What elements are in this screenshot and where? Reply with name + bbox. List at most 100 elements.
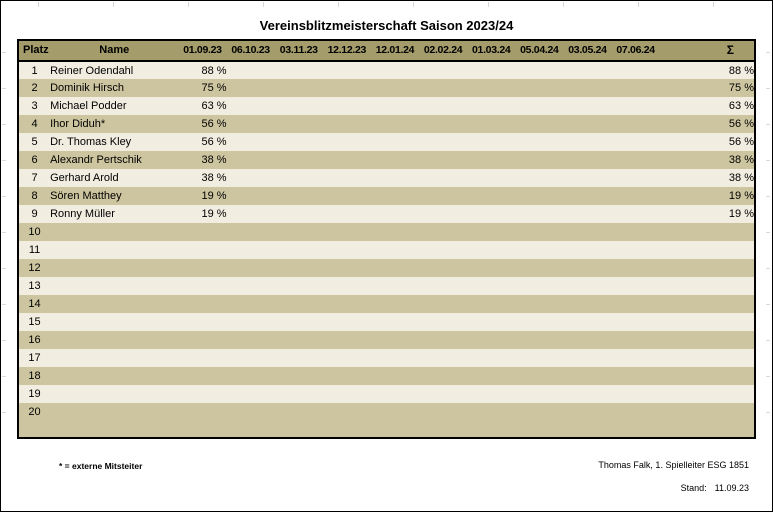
round-cell[interactable] (227, 295, 275, 313)
column-header-date-10[interactable]: 07.06.24 (611, 40, 660, 62)
round-cell[interactable] (323, 349, 371, 367)
round-cell[interactable] (612, 223, 660, 241)
round-cell[interactable] (612, 169, 660, 187)
round-cell[interactable] (419, 61, 467, 79)
sum-cell[interactable]: 75 % (728, 82, 754, 94)
round-cell[interactable] (419, 133, 467, 151)
sum-cell[interactable] (660, 331, 755, 349)
round-cell[interactable] (227, 367, 275, 385)
sum-cell[interactable]: 56 % (728, 118, 754, 130)
round-cell[interactable] (227, 385, 275, 403)
round-cell[interactable] (515, 97, 563, 115)
round-cell[interactable] (563, 223, 611, 241)
sum-cell[interactable] (660, 259, 755, 277)
platz-cell[interactable]: 13 (28, 280, 41, 292)
name-cell[interactable]: Alexandr Pertschik (50, 154, 142, 166)
round-cell[interactable] (467, 277, 515, 295)
round-cell[interactable] (227, 169, 275, 187)
round-cell[interactable] (467, 97, 515, 115)
sum-cell[interactable] (660, 295, 755, 313)
round-cell[interactable] (563, 241, 611, 259)
platz-cell[interactable]: 11 (28, 244, 41, 256)
platz-cell[interactable]: 2 (31, 82, 38, 94)
round-cell[interactable] (515, 385, 563, 403)
name-cell[interactable]: Reiner Odendahl (50, 64, 134, 77)
round-cell[interactable]: 56 % (201, 136, 227, 148)
round-cell[interactable] (612, 79, 660, 97)
round-cell[interactable] (419, 403, 467, 421)
round-cell[interactable] (515, 151, 563, 169)
round-cell[interactable] (612, 61, 660, 79)
platz-cell[interactable]: 10 (28, 226, 41, 238)
sum-cell[interactable]: 88 % (728, 64, 754, 77)
round-cell[interactable] (275, 313, 323, 331)
round-cell[interactable] (515, 115, 563, 133)
round-cell[interactable] (467, 403, 515, 421)
round-cell[interactable] (178, 349, 226, 367)
round-cell[interactable] (178, 403, 226, 421)
sum-cell[interactable] (660, 277, 755, 295)
round-cell[interactable] (275, 403, 323, 421)
round-cell[interactable] (419, 115, 467, 133)
name-cell[interactable]: Sören Matthey (50, 190, 122, 202)
round-cell[interactable] (467, 259, 515, 277)
platz-cell[interactable]: 8 (31, 190, 38, 202)
round-cell[interactable] (515, 205, 563, 223)
name-cell[interactable] (50, 367, 178, 385)
sum-cell[interactable]: 63 % (728, 100, 754, 112)
round-cell[interactable] (515, 187, 563, 205)
round-cell[interactable] (323, 205, 371, 223)
platz-cell[interactable]: 6 (31, 154, 38, 166)
name-cell[interactable] (50, 313, 178, 331)
round-cell[interactable] (275, 385, 323, 403)
round-cell[interactable] (612, 385, 660, 403)
round-cell[interactable] (178, 331, 226, 349)
round-cell[interactable] (612, 97, 660, 115)
round-cell[interactable]: 88 % (201, 64, 227, 77)
round-cell[interactable] (371, 349, 419, 367)
round-cell[interactable] (563, 169, 611, 187)
round-cell[interactable] (323, 133, 371, 151)
round-cell[interactable] (227, 79, 275, 97)
round-cell[interactable] (371, 97, 419, 115)
round-cell[interactable] (323, 169, 371, 187)
round-cell[interactable] (371, 205, 419, 223)
round-cell[interactable] (515, 169, 563, 187)
round-cell[interactable] (323, 115, 371, 133)
round-cell[interactable] (419, 295, 467, 313)
name-cell[interactable] (50, 277, 178, 295)
name-cell[interactable]: Michael Podder (50, 100, 127, 112)
round-cell[interactable] (467, 223, 515, 241)
round-cell[interactable] (323, 241, 371, 259)
platz-cell[interactable]: 7 (31, 172, 38, 184)
round-cell[interactable] (467, 133, 515, 151)
round-cell[interactable] (612, 241, 660, 259)
name-cell[interactable] (50, 295, 178, 313)
round-cell[interactable] (467, 295, 515, 313)
round-cell[interactable] (467, 313, 515, 331)
round-cell[interactable] (467, 79, 515, 97)
sum-cell[interactable] (660, 223, 755, 241)
name-cell[interactable] (50, 241, 178, 259)
name-cell[interactable] (50, 331, 178, 349)
round-cell[interactable] (563, 259, 611, 277)
round-cell[interactable] (563, 187, 611, 205)
round-cell[interactable] (467, 385, 515, 403)
round-cell[interactable] (419, 79, 467, 97)
round-cell[interactable] (178, 277, 226, 295)
round-cell[interactable] (467, 169, 515, 187)
round-cell[interactable] (275, 133, 323, 151)
round-cell[interactable] (515, 349, 563, 367)
round-cell[interactable] (178, 295, 226, 313)
round-cell[interactable] (178, 367, 226, 385)
column-header-date-2[interactable]: 06.10.23 (226, 40, 275, 62)
round-cell[interactable] (227, 133, 275, 151)
round-cell[interactable] (178, 223, 226, 241)
round-cell[interactable] (227, 223, 275, 241)
round-cell[interactable] (515, 403, 563, 421)
platz-cell[interactable]: 14 (28, 298, 41, 310)
round-cell[interactable] (563, 277, 611, 295)
platz-cell[interactable]: 16 (28, 334, 41, 346)
round-cell[interactable] (371, 385, 419, 403)
round-cell[interactable] (275, 61, 323, 79)
